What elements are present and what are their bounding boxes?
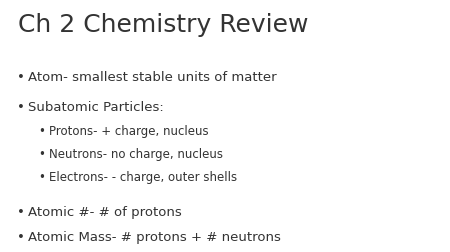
Text: Neutrons- no charge, nucleus: Neutrons- no charge, nucleus (49, 147, 223, 160)
Text: Atom- smallest stable units of matter: Atom- smallest stable units of matter (28, 71, 276, 83)
Text: Atomic #- # of protons: Atomic #- # of protons (28, 205, 182, 218)
Text: Electrons- - charge, outer shells: Electrons- - charge, outer shells (49, 170, 237, 183)
Text: •: • (17, 205, 25, 218)
Text: •: • (38, 125, 45, 138)
Text: Protons- + charge, nucleus: Protons- + charge, nucleus (49, 125, 208, 138)
Text: Atomic Mass- # protons + # neutrons: Atomic Mass- # protons + # neutrons (28, 231, 281, 243)
Text: Subatomic Particles:: Subatomic Particles: (28, 101, 164, 114)
Text: •: • (38, 147, 45, 160)
Text: •: • (17, 231, 25, 243)
Text: •: • (17, 101, 25, 114)
Text: •: • (38, 170, 45, 183)
Text: Ch 2 Chemistry Review: Ch 2 Chemistry Review (18, 13, 309, 37)
Text: •: • (17, 71, 25, 83)
